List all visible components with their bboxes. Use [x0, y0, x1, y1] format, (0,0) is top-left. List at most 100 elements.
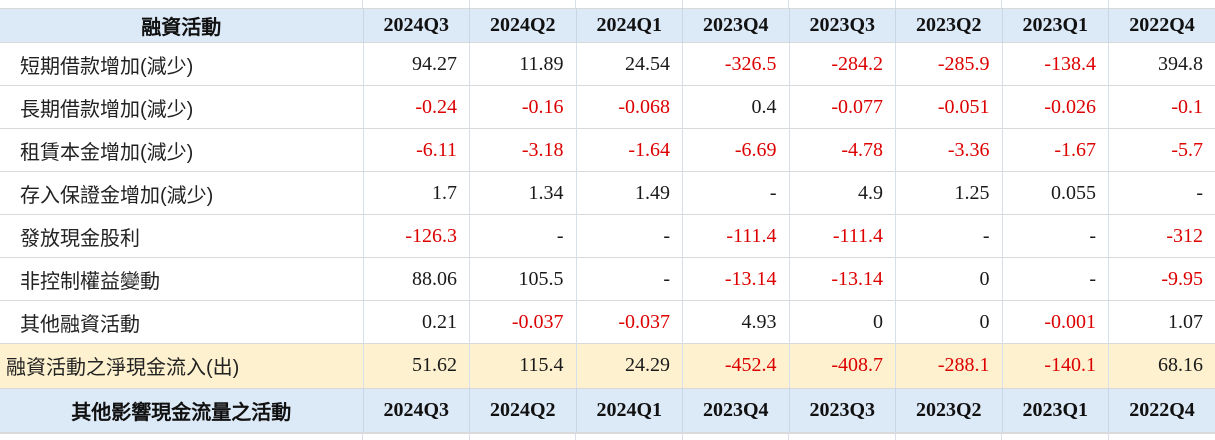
row-label: 融資活動之淨現金流入(出)	[0, 344, 363, 388]
value-cell: -0.026	[1002, 86, 1109, 129]
value-cell: -0.068	[576, 86, 683, 129]
value-cell: -	[470, 215, 577, 258]
value-cell: -1.64	[576, 129, 683, 172]
value-cell: -0.037	[576, 301, 683, 344]
value-cell: 115.4	[470, 344, 577, 388]
quarter-header: 2024Q3	[363, 9, 470, 43]
value-cell: 4.9	[789, 172, 896, 215]
value-cell: -408.7	[789, 344, 896, 388]
value-cell: -6.11	[363, 129, 470, 172]
value-cell: -13.14	[683, 258, 790, 301]
quarter-header: 2023Q2	[896, 9, 1003, 43]
value-cell: -1.67	[1002, 129, 1109, 172]
row-label: 發放現金股利	[0, 215, 363, 258]
value-cell: -285.9	[896, 43, 1003, 86]
value-cell: 1.49	[576, 172, 683, 215]
value-cell: -	[683, 172, 790, 215]
clipped-row-top	[0, 0, 1215, 8]
clipped-row-bottom	[0, 433, 1215, 440]
value-cell: 1.25	[896, 172, 1003, 215]
value-cell: -	[896, 215, 1003, 258]
value-cell: -0.077	[789, 86, 896, 129]
quarter-header: 2023Q3	[789, 9, 896, 43]
value-cell: -111.4	[789, 215, 896, 258]
value-cell: -326.5	[683, 43, 790, 86]
value-cell: -452.4	[683, 344, 790, 388]
value-cell: -0.16	[470, 86, 577, 129]
value-cell: 0	[896, 301, 1003, 344]
quarter-header: 2024Q1	[576, 9, 683, 43]
value-cell: -0.24	[363, 86, 470, 129]
value-cell: -288.1	[896, 344, 1003, 388]
quarter-header: 2023Q1	[1002, 388, 1109, 432]
value-cell: -5.7	[1109, 129, 1215, 172]
clipped-cell	[576, 0, 683, 8]
value-cell: -4.78	[789, 129, 896, 172]
clipped-cell	[1002, 0, 1109, 8]
value-cell: 94.27	[363, 43, 470, 86]
value-cell: -6.69	[683, 129, 790, 172]
clipped-cell	[896, 0, 1003, 8]
value-cell: 24.54	[576, 43, 683, 86]
value-cell: 51.62	[363, 344, 470, 388]
value-cell: 11.89	[470, 43, 577, 86]
value-cell: 0	[789, 301, 896, 344]
value-cell: -9.95	[1109, 258, 1215, 301]
value-cell: 0	[896, 258, 1003, 301]
row-label: 短期借款增加(減少)	[0, 43, 363, 86]
value-cell: -	[1002, 258, 1109, 301]
quarter-header: 2022Q4	[1109, 9, 1215, 43]
value-cell: -0.1	[1109, 86, 1215, 129]
value-cell: -111.4	[683, 215, 790, 258]
value-cell: 0.21	[363, 301, 470, 344]
value-cell: -0.001	[1002, 301, 1109, 344]
value-cell: 68.16	[1109, 344, 1215, 388]
clipped-cell	[683, 0, 790, 8]
row-label: 非控制權益變動	[0, 258, 363, 301]
value-cell: 394.8	[1109, 43, 1215, 86]
clipped-cell	[789, 0, 896, 8]
quarter-header: 2023Q3	[789, 388, 896, 432]
row-label: 長期借款增加(減少)	[0, 86, 363, 129]
value-cell: -312	[1109, 215, 1215, 258]
value-cell: 24.29	[576, 344, 683, 388]
value-cell: 1.34	[470, 172, 577, 215]
clipped-cell	[363, 0, 470, 8]
value-cell: -0.037	[470, 301, 577, 344]
quarter-header: 2023Q1	[1002, 9, 1109, 43]
quarter-header: 2024Q2	[470, 9, 577, 43]
row-label: 存入保證金增加(減少)	[0, 172, 363, 215]
value-cell: 1.07	[1109, 301, 1215, 344]
clipped-cell	[0, 0, 363, 8]
clipped-cell	[470, 0, 577, 8]
value-cell: -140.1	[1002, 344, 1109, 388]
value-cell: -126.3	[363, 215, 470, 258]
quarter-header: 2023Q4	[683, 9, 790, 43]
value-cell: -284.2	[789, 43, 896, 86]
quarter-header: 2024Q2	[470, 388, 577, 432]
value-cell: -	[576, 258, 683, 301]
value-cell: -0.051	[896, 86, 1003, 129]
value-cell: 4.93	[683, 301, 790, 344]
row-label: 其他融資活動	[0, 301, 363, 344]
value-cell: 105.5	[470, 258, 577, 301]
quarter-header: 2024Q3	[363, 388, 470, 432]
value-cell: -3.18	[470, 129, 577, 172]
other-table-title: 其他影響現金流量之活動	[0, 388, 363, 432]
clipped-cell	[1109, 0, 1215, 8]
quarter-header: 2023Q4	[683, 388, 790, 432]
value-cell: -	[1109, 172, 1215, 215]
table-row: 租賃本金增加(減少)-6.11-3.18-1.64-6.69-4.78-3.36…	[0, 129, 1215, 172]
value-cell: -	[1002, 215, 1109, 258]
